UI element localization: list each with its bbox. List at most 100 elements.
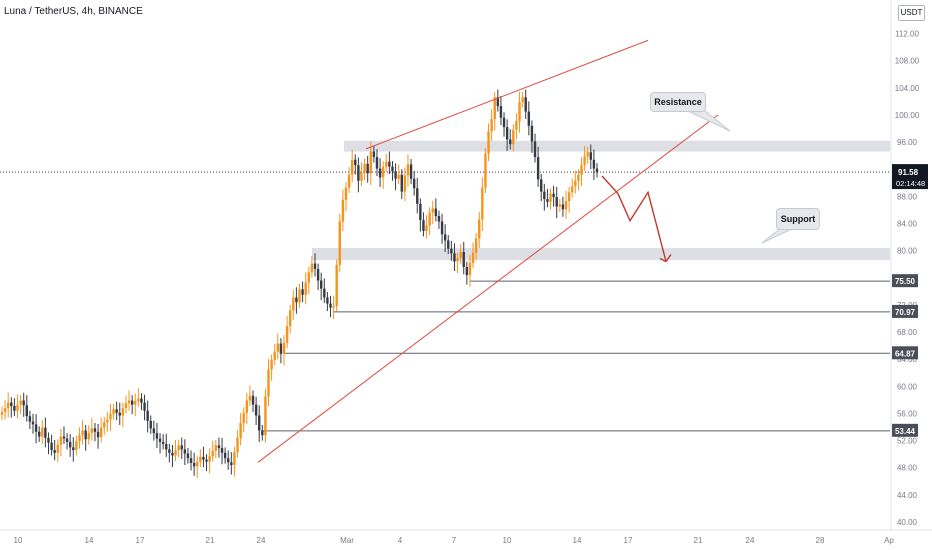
y-tick-label: 68.00 [897, 328, 918, 337]
candle-body [25, 405, 28, 417]
candle-body [453, 253, 456, 262]
candle-body [254, 404, 258, 416]
candle-body [536, 157, 540, 180]
candle-body [567, 192, 571, 202]
y-tick-label: 96.00 [897, 138, 918, 147]
candle-body [366, 163, 369, 174]
candle-body [372, 151, 376, 158]
y-tick-label: 60.00 [897, 382, 918, 391]
x-tick-label: 17 [624, 536, 633, 545]
ascending-trendline [257, 114, 719, 463]
candle-body [397, 174, 400, 179]
candle-body [301, 289, 304, 295]
candle-body [37, 431, 41, 437]
candle-body [282, 342, 286, 354]
candle-body [87, 433, 90, 440]
candle-body [289, 310, 292, 326]
candle-body [0, 412, 4, 415]
candle-body [369, 151, 372, 174]
upper-trendline [365, 39, 649, 150]
candle-body [468, 262, 472, 276]
candle-body [99, 427, 103, 438]
candle-body [385, 161, 388, 167]
candle-body [549, 193, 552, 202]
y-tick-label: 48.00 [897, 464, 918, 473]
candle-body [72, 447, 75, 451]
candle-body [350, 159, 354, 175]
candle-body [161, 441, 165, 444]
candle-body [106, 419, 109, 423]
candle-body [586, 152, 589, 157]
candle-body [248, 395, 252, 401]
candle-body [344, 187, 348, 200]
candle-body [239, 422, 242, 438]
candle-body [137, 398, 140, 402]
candle-body [78, 435, 81, 442]
candle-body [3, 408, 7, 413]
candle-body [505, 127, 509, 140]
candle-body [465, 266, 469, 276]
candle-body [484, 153, 487, 188]
candle-body [196, 461, 199, 467]
x-tick-label: 24 [257, 536, 266, 545]
candle-body [208, 456, 211, 462]
candle-body [50, 442, 53, 451]
candle-body [394, 171, 397, 179]
candle-body [571, 186, 574, 193]
level-tag [892, 274, 918, 288]
candle-body [403, 175, 407, 192]
candle-body [93, 428, 97, 432]
candle-body [546, 199, 549, 202]
candle-body [81, 430, 84, 436]
candle-body [75, 441, 78, 451]
candle-body [270, 359, 273, 370]
candle-body [347, 174, 351, 188]
candle-body [118, 412, 121, 416]
candle-body [186, 453, 190, 459]
candle-body [68, 441, 72, 448]
candle-body [592, 159, 596, 169]
y-tick-label: 84.00 [897, 220, 918, 229]
candle-body [16, 404, 19, 411]
x-tick-label: 10 [14, 536, 23, 545]
candle-body [543, 191, 546, 200]
x-tick-label: 24 [746, 536, 755, 545]
candle-body [41, 427, 44, 437]
candle-body [146, 410, 149, 421]
candle-body [381, 166, 385, 178]
y-tick-label: 52.00 [897, 437, 918, 446]
candle-body [165, 443, 168, 450]
candle-body [323, 288, 326, 298]
candle-body [34, 424, 38, 432]
last-price-tag [892, 164, 928, 190]
currency-badge[interactable]: USDT [898, 5, 925, 21]
candle-body [227, 458, 230, 463]
candle-body [183, 449, 187, 454]
x-tick-label: 4 [398, 536, 403, 545]
level-tag [892, 423, 918, 437]
candle-body [233, 452, 236, 466]
projected-path [601, 175, 667, 262]
candle-body [261, 430, 264, 436]
candle-body [217, 445, 221, 449]
x-tick-label: 21 [206, 536, 215, 545]
candle-body [319, 280, 323, 289]
candle-body [521, 97, 524, 103]
candle-body [530, 125, 534, 142]
candle-body [298, 289, 301, 303]
candle-body [192, 462, 196, 467]
candle-body [375, 157, 379, 169]
candle-body [53, 450, 56, 453]
candle-body [378, 168, 382, 178]
candle-body [574, 180, 577, 187]
candle-body [447, 240, 450, 249]
candle-body [295, 297, 298, 303]
x-tick-label: Mar [340, 536, 354, 545]
candle-body [443, 234, 447, 241]
candle-body [199, 456, 202, 462]
candle-body [524, 97, 527, 112]
candle-body [431, 208, 434, 213]
candle-body [6, 402, 10, 409]
candle-body [502, 117, 506, 128]
